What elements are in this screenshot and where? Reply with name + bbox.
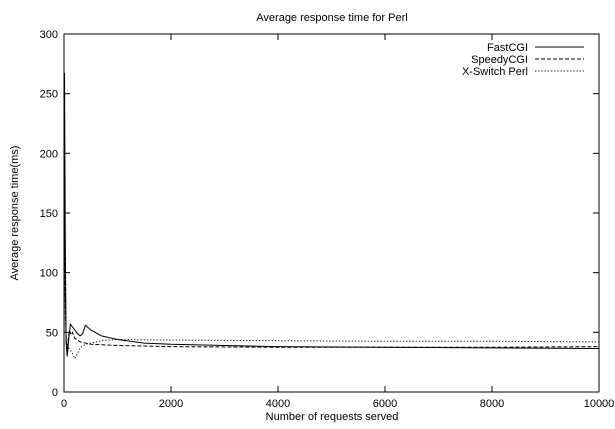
series-line-2 [63,224,600,360]
legend-label-0: FastCGI [487,42,528,54]
y-tick-label-0: 0 [52,387,58,399]
x-tick-label-2: 4000 [266,398,290,410]
y-tick-label-5: 250 [40,89,58,101]
series-line-1 [63,204,600,351]
legend-label-2: X-Switch Perl [462,66,528,78]
x-tick-label-1: 2000 [159,398,183,410]
series-line-0 [63,72,600,357]
x-tick-label-4: 8000 [480,398,504,410]
x-tick-label-5: 10000 [584,398,615,410]
x-tick-label-0: 0 [61,398,67,410]
y-tick-label-3: 150 [40,208,58,220]
series-lines [63,72,600,360]
y-tick-label-4: 200 [40,148,58,160]
y-axis-title: Average response time(ms) [9,146,21,281]
y-tick-label-1: 50 [46,327,58,339]
y-tick-label-6: 300 [40,29,58,41]
legend-label-1: SpeedyCGI [471,54,528,66]
y-tick-label-2: 100 [40,268,58,280]
x-axis-title: Number of requests served [266,411,399,423]
plot-area-frame [63,33,600,393]
chart-title: Average response time for Perl [256,12,407,24]
x-tick-label-3: 6000 [373,398,397,410]
axis-ticks: 0 2000 4000 6000 8000 10000 0 50 100 150 200 250 300 [40,29,615,410]
